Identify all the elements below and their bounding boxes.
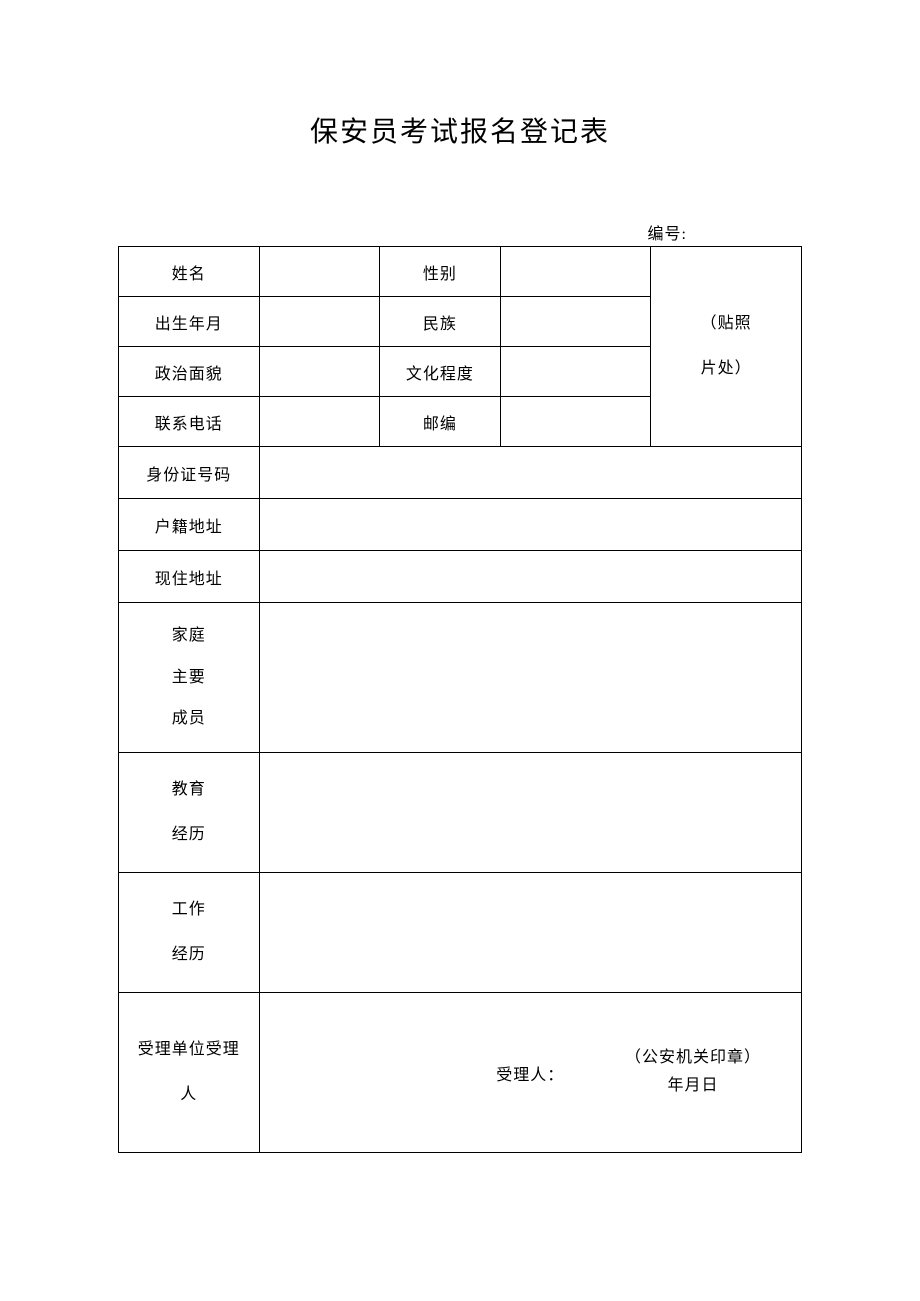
label-phone: 联系电话 <box>119 397 260 447</box>
label-family: 家庭 主要 成员 <box>119 603 260 753</box>
value-zip <box>500 397 651 447</box>
label-work-history: 工作 经历 <box>119 873 260 993</box>
stamp-text: （公安机关印章） <box>625 1044 761 1073</box>
photo-cell: （贴照 片处） <box>651 247 802 447</box>
value-education <box>500 347 651 397</box>
label-gender: 性别 <box>380 247 501 297</box>
work-l2: 经历 <box>119 933 259 978</box>
label-zip: 邮编 <box>380 397 501 447</box>
family-l1: 家庭 <box>119 615 259 657</box>
label-idnumber: 身份证号码 <box>119 447 260 499</box>
serial-number-label: 编号: <box>118 220 802 244</box>
value-edu-history <box>259 753 801 873</box>
label-birth: 出生年月 <box>119 297 260 347</box>
edu-l2: 经历 <box>119 813 259 858</box>
label-education: 文化程度 <box>380 347 501 397</box>
value-family <box>259 603 801 753</box>
photo-line1: （贴照 <box>651 302 801 347</box>
label-edu-history: 教育 经历 <box>119 753 260 873</box>
accept-l2: 人 <box>119 1073 259 1118</box>
label-household: 户籍地址 <box>119 499 260 551</box>
value-name <box>259 247 380 297</box>
value-gender <box>500 247 651 297</box>
value-accept: 受理人： （公安机关印章） 年月日 <box>259 993 801 1153</box>
value-phone <box>259 397 380 447</box>
form-title: 保安员考试报名登记表 <box>118 110 802 150</box>
label-ethnicity: 民族 <box>380 297 501 347</box>
label-accept-unit: 受理单位受理 人 <box>119 993 260 1153</box>
value-work-history <box>259 873 801 993</box>
receiver-label: 受理人： <box>496 1067 564 1084</box>
registration-table: 姓名 性别 （贴照 片处） 出生年月 民族 政治面貌 文化程度 联系电话 <box>118 246 802 1153</box>
label-political: 政治面貌 <box>119 347 260 397</box>
family-l2: 主要 <box>119 657 259 699</box>
accept-l1: 受理单位受理 <box>119 1028 259 1073</box>
work-l1: 工作 <box>119 888 259 933</box>
value-idnumber <box>259 447 801 499</box>
date-text: 年月日 <box>625 1073 761 1102</box>
page: 保安员考试报名登记表 编号: 姓名 性别 （贴照 片处） 出生年月 <box>0 0 920 1153</box>
label-name: 姓名 <box>119 247 260 297</box>
label-current-addr: 现住地址 <box>119 551 260 603</box>
value-birth <box>259 297 380 347</box>
value-current-addr <box>259 551 801 603</box>
value-ethnicity <box>500 297 651 347</box>
edu-l1: 教育 <box>119 768 259 813</box>
value-political <box>259 347 380 397</box>
photo-line2: 片处） <box>651 347 801 392</box>
stamp-block: （公安机关印章） 年月日 <box>625 1044 761 1102</box>
family-l3: 成员 <box>119 698 259 740</box>
value-household <box>259 499 801 551</box>
